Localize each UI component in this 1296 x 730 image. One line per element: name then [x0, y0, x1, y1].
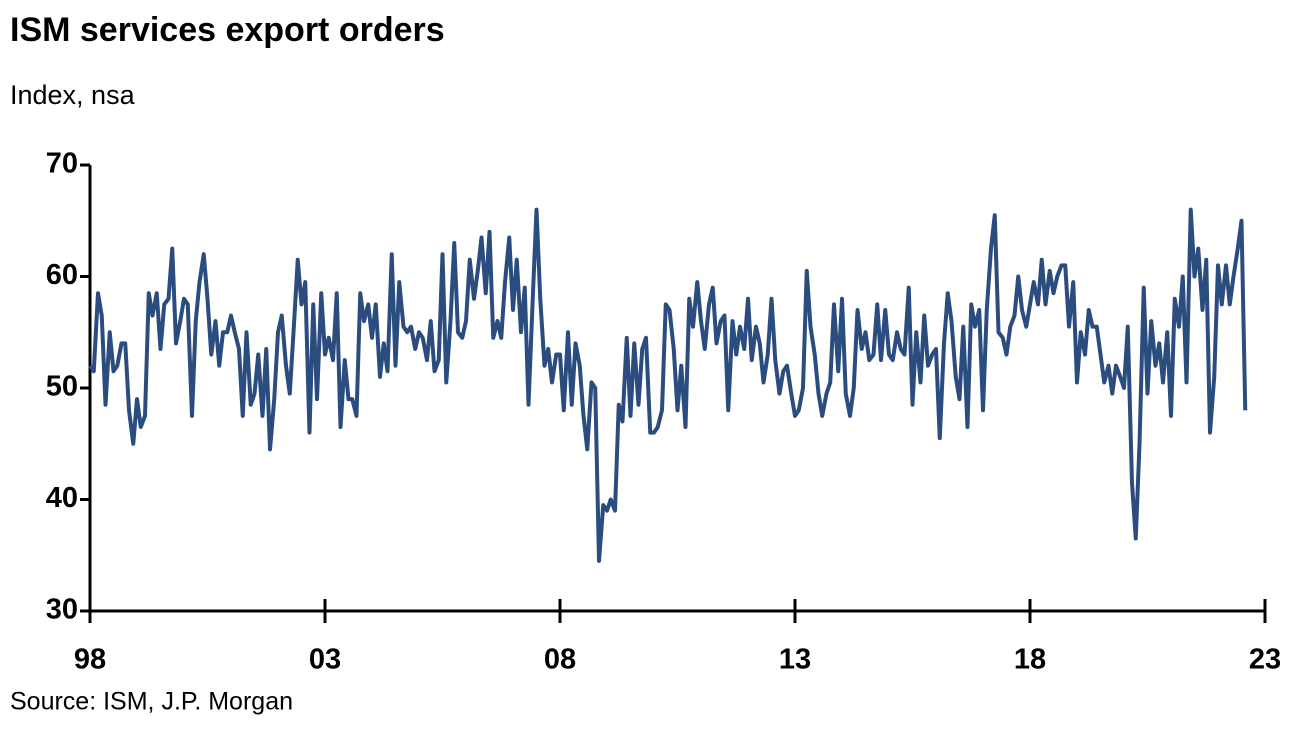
- y-tick-label: 50: [46, 371, 78, 403]
- x-tick-label: 08: [544, 644, 576, 676]
- x-tick-label: 23: [1249, 644, 1281, 676]
- y-tick-label: 60: [46, 259, 78, 291]
- y-tick-label: 40: [46, 482, 78, 514]
- source-note: Source: ISM, J.P. Morgan: [10, 688, 293, 716]
- data-line: [88, 207, 1248, 563]
- y-tick-label: 70: [46, 148, 78, 180]
- x-tick-label: 13: [779, 644, 811, 676]
- x-tick-label: 98: [74, 644, 106, 676]
- chart-subtitle: Index, nsa: [10, 80, 136, 110]
- x-tick-label: 18: [1014, 644, 1046, 676]
- y-tick-label: 30: [46, 594, 78, 626]
- x-tick-label: 03: [309, 644, 341, 676]
- chart-title: ISM services export orders: [10, 11, 445, 49]
